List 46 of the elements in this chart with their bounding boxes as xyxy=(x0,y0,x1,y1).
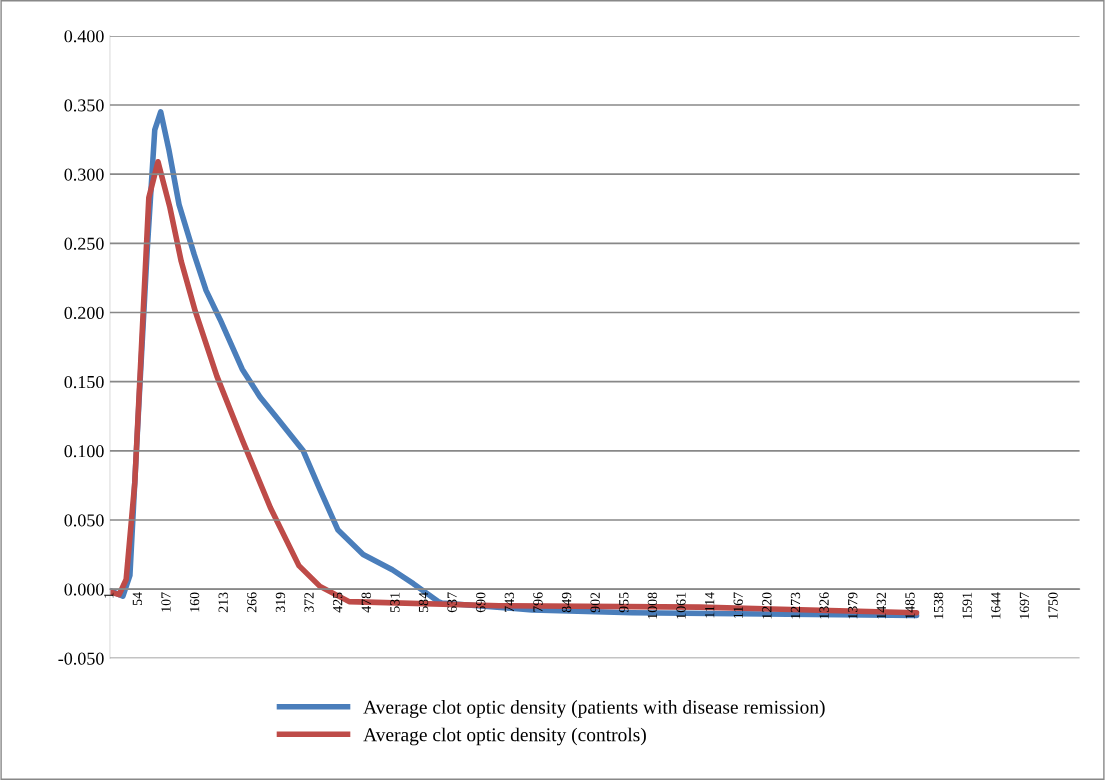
x-tick-label: 1591 xyxy=(962,592,972,619)
x-tick-label: 1644 xyxy=(991,592,1001,619)
x-tick-label: 849 xyxy=(561,592,572,613)
x-tick-label: 319 xyxy=(275,592,286,613)
x-tick-label: 107 xyxy=(161,592,171,612)
x-tick-label: 584 xyxy=(418,592,429,612)
y-tick-label: 0.200 xyxy=(64,306,104,320)
x-tick-label: 425 xyxy=(333,592,343,613)
x-tick-label: 372 xyxy=(304,592,314,613)
x-tick-label: 955 xyxy=(619,592,629,613)
x-tick-label: 54 xyxy=(132,592,143,606)
x-tick-label: 1432 xyxy=(876,592,886,619)
y-tick-label: 0.300 xyxy=(64,168,104,181)
x-tick-label: 1750 xyxy=(1048,592,1058,619)
y-tick-label: 0.350 xyxy=(64,99,104,112)
x-tick-label: 1114 xyxy=(705,592,715,618)
y-tick-label: -0.050 xyxy=(58,652,104,665)
y-tick-label: 0.400 xyxy=(64,30,104,43)
x-tick-label: 690 xyxy=(476,592,486,613)
x-tick-label: 1273 xyxy=(790,592,801,619)
x-tick-label: 266 xyxy=(247,592,257,613)
x-tick-label: 1220 xyxy=(762,592,772,619)
legend-label: Average clot optic density (controls) xyxy=(363,727,646,746)
x-tick-label: 1061 xyxy=(676,592,686,619)
y-tick-label: 0.050 xyxy=(64,514,104,527)
x-tick-label: 1379 xyxy=(848,592,858,619)
x-tick-label: 1697 xyxy=(1019,592,1030,619)
legend-label: Average clot optic density (patients with disease remission) xyxy=(363,700,825,718)
x-tick-label: 531 xyxy=(390,592,400,612)
x-tick-label: 1167 xyxy=(733,592,743,618)
y-tick-label: 0.100 xyxy=(64,445,104,458)
x-tick-label: 796 xyxy=(533,592,543,612)
y-tick-label: 0.000 xyxy=(64,583,104,596)
x-tick-label: 1538 xyxy=(933,592,944,619)
x-tick-label: 1485 xyxy=(905,592,915,619)
x-tick-label: 160 xyxy=(189,592,200,612)
x-tick-label: 1 xyxy=(104,592,114,598)
x-tick-label: 902 xyxy=(590,592,600,613)
x-tick-label: 1326 xyxy=(819,592,829,619)
x-tick-label: 478 xyxy=(361,592,371,613)
x-tick-label: 1008 xyxy=(647,592,658,619)
x-tick-label: 213 xyxy=(218,592,228,613)
y-tick-label: 0.150 xyxy=(64,375,104,389)
x-tick-label: 743 xyxy=(504,592,515,612)
y-tick-label: 0.250 xyxy=(64,237,104,250)
x-tick-label: 637 xyxy=(447,592,457,613)
